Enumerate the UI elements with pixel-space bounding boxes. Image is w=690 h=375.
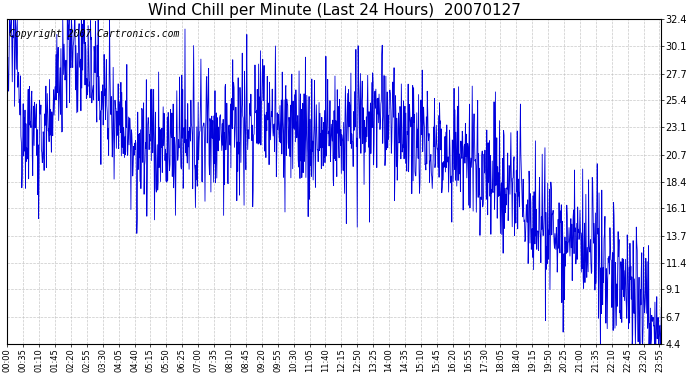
Title: Wind Chill per Minute (Last 24 Hours)  20070127: Wind Chill per Minute (Last 24 Hours) 20… <box>148 3 521 18</box>
Text: Copyright 2007 Cartronics.com: Copyright 2007 Cartronics.com <box>9 29 179 39</box>
